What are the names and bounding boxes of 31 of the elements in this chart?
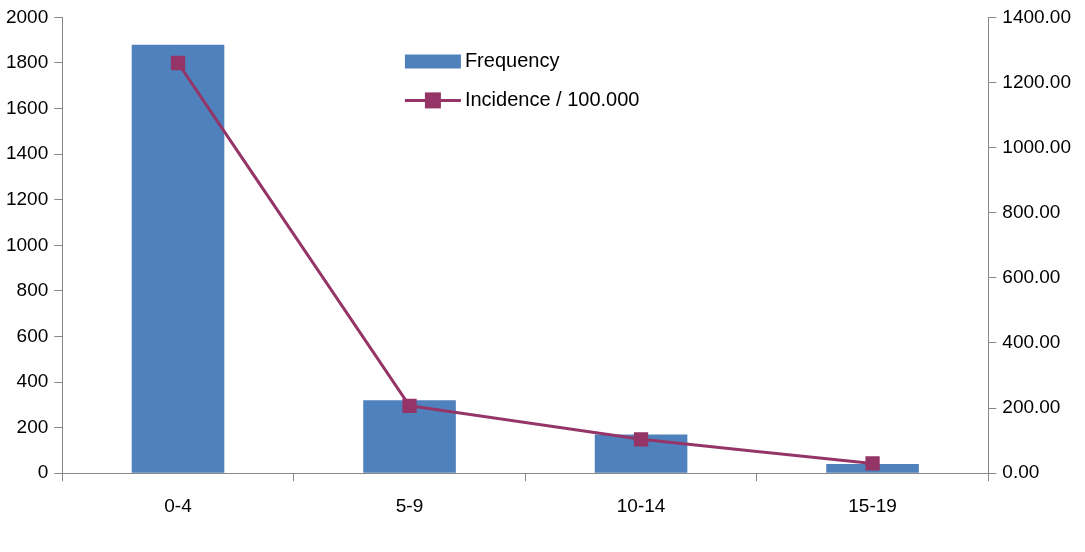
y-tick-label: 600 bbox=[16, 324, 49, 346]
legend-label: Frequency bbox=[464, 48, 560, 71]
y-tick-label: 1200 bbox=[5, 187, 49, 209]
y2-tick-label: 1400.00 bbox=[1002, 5, 1072, 27]
point bbox=[633, 432, 649, 447]
y2-tick-label: 800.00 bbox=[1002, 200, 1061, 222]
point bbox=[865, 456, 880, 471]
point bbox=[402, 398, 417, 413]
y2-tick-label: 200.00 bbox=[1002, 396, 1061, 418]
y2-tick-label: 0.00 bbox=[1002, 461, 1040, 483]
x-tick-label: 15-19 bbox=[848, 494, 897, 516]
y-tick-label: 1600 bbox=[5, 96, 49, 118]
y-tick-label: 1800 bbox=[5, 51, 49, 73]
x-tick-label: 0-4 bbox=[164, 494, 193, 516]
y-tick-label: 2000 bbox=[5, 5, 49, 27]
y2-tick-label: 600.00 bbox=[1002, 266, 1061, 288]
x-tick-label: 5-9 bbox=[395, 494, 424, 516]
bar bbox=[363, 400, 456, 473]
x-tick-label: 10-14 bbox=[616, 494, 666, 516]
y-tick-label: 800 bbox=[16, 279, 49, 301]
y-tick-label: 1400 bbox=[5, 142, 49, 164]
point bbox=[170, 55, 186, 71]
y-tick-label: 400 bbox=[16, 370, 49, 392]
y2-tick-label: 1200.00 bbox=[1002, 70, 1072, 92]
y2-tick-label: 400.00 bbox=[1002, 331, 1061, 353]
y2-tick-label: 1000.00 bbox=[1002, 135, 1072, 157]
bar bbox=[131, 44, 225, 473]
y-tick-label: 200 bbox=[16, 415, 49, 437]
y-tick-label: 0 bbox=[37, 461, 49, 483]
legend-label: Incidence / 100.000 bbox=[464, 87, 640, 110]
y-tick-label: 1000 bbox=[5, 233, 49, 255]
